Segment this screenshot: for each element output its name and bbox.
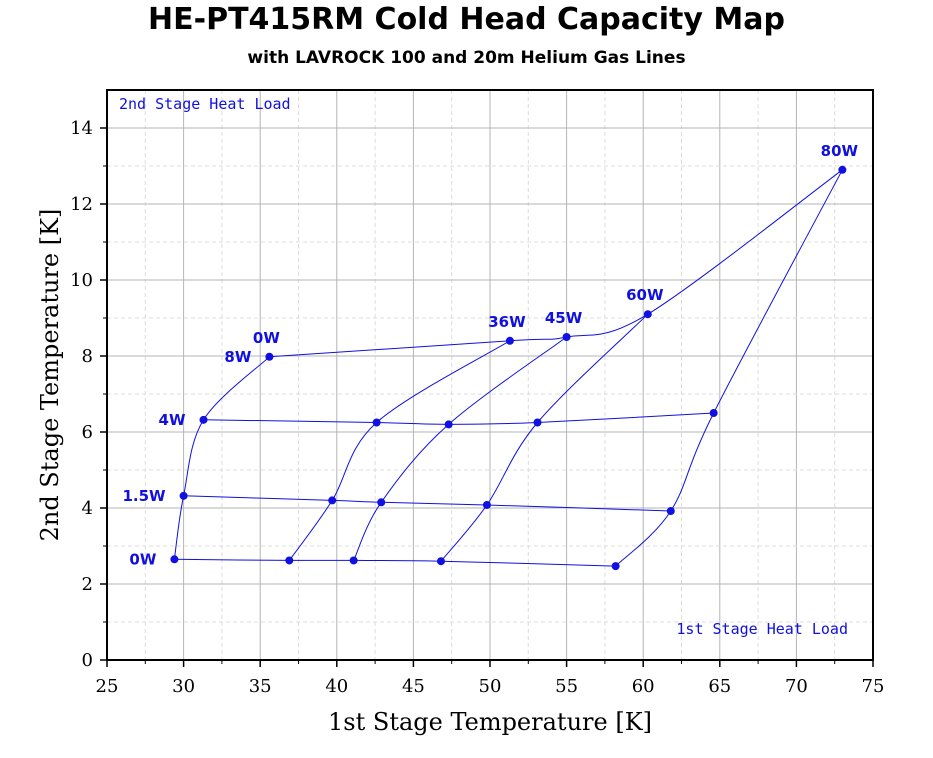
x-tick-label: 45 xyxy=(402,676,425,697)
curve-layer xyxy=(173,169,843,567)
heat-load-label: 0W xyxy=(253,329,280,347)
x-tick-label: 30 xyxy=(172,676,195,697)
capacity-curve xyxy=(288,340,511,561)
heat-load-label: 8W xyxy=(224,348,251,366)
data-point xyxy=(436,557,445,566)
y-tick-label: 12 xyxy=(70,194,93,215)
x-tick-label: 25 xyxy=(96,676,119,697)
data-point xyxy=(666,507,675,516)
first-stage-heat-load-note: 1st Stage Heat Load xyxy=(676,620,848,638)
capacity-curve xyxy=(174,558,616,567)
data-point xyxy=(328,496,337,505)
data-point xyxy=(562,333,571,341)
data-point xyxy=(199,415,208,424)
heat-load-label: 60W xyxy=(626,286,664,304)
y-tick-label: 0 xyxy=(82,650,93,671)
data-point xyxy=(372,418,381,427)
x-tick-label: 60 xyxy=(632,676,655,697)
x-tick-label: 40 xyxy=(325,676,348,697)
x-tick-label: 75 xyxy=(862,676,885,697)
capacity-curve xyxy=(203,412,714,425)
chart-subtitle: with LAVROCK 100 and 20m Helium Gas Line… xyxy=(247,48,686,68)
capacity-curve xyxy=(353,336,567,561)
x-tick-label: 50 xyxy=(479,676,502,697)
y-tick-label: 6 xyxy=(82,422,93,443)
capacity-curve xyxy=(615,169,843,567)
y-tick-label: 14 xyxy=(70,118,93,139)
point-layer xyxy=(170,165,847,571)
capacity-curve xyxy=(440,313,649,562)
y-tick-label: 10 xyxy=(70,270,93,291)
data-point xyxy=(349,556,358,565)
y-tick-label: 2 xyxy=(82,574,93,595)
heat-load-label: 45W xyxy=(545,309,583,327)
grid-layer xyxy=(106,89,874,661)
heat-load-label: 80W xyxy=(821,142,859,160)
data-point xyxy=(482,500,491,509)
x-tick-label: 65 xyxy=(708,676,731,697)
data-point xyxy=(285,556,294,565)
x-axis-title: 1st Stage Temperature [K] xyxy=(328,708,652,736)
data-point xyxy=(377,498,386,507)
data-point xyxy=(611,562,620,571)
capacity-curve xyxy=(183,495,671,512)
y-tick-label: 4 xyxy=(82,498,93,519)
heat-load-label: 36W xyxy=(488,313,526,331)
heat-load-label: 1.5W xyxy=(122,487,166,505)
x-tick-label: 35 xyxy=(249,676,272,697)
capacity-curve xyxy=(173,356,270,560)
data-point xyxy=(533,418,542,427)
data-point xyxy=(505,336,514,345)
data-point xyxy=(179,491,188,500)
data-point xyxy=(838,165,847,174)
y-tick-label: 8 xyxy=(82,346,93,367)
heat-load-label: 4W xyxy=(159,411,186,429)
x-tick-label: 70 xyxy=(785,676,808,697)
data-point xyxy=(709,409,718,417)
second-stage-heat-load-note: 2nd Stage Heat Load xyxy=(119,95,291,113)
chart-title: HE-PT415RM Cold Head Capacity Map xyxy=(148,2,785,37)
capacity-curve xyxy=(269,169,843,358)
data-point xyxy=(170,555,179,564)
tick-layer: 25 30 35 40 45 50 55 60 65 70 75 0 2 4 6 8 10 12 14 xyxy=(70,118,884,697)
data-point xyxy=(643,310,652,319)
y-axis-title: 2nd Stage Temperature [K] xyxy=(36,209,64,542)
data-point xyxy=(444,420,453,429)
heat-load-label: 0W xyxy=(129,550,156,568)
x-tick-label: 55 xyxy=(555,676,578,697)
data-point xyxy=(265,352,274,361)
